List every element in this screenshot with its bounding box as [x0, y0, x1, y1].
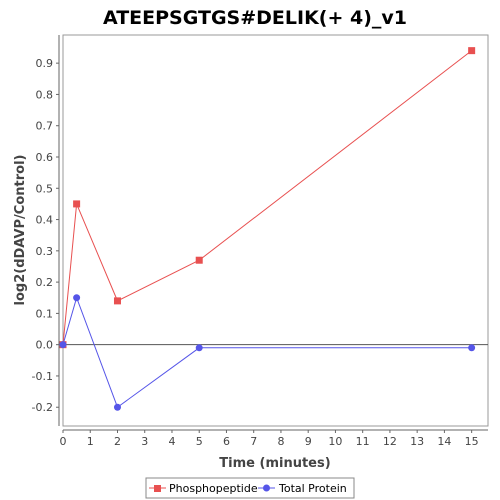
y-tick-label: -0.2 [32, 401, 53, 414]
x-tick-label: 12 [383, 435, 397, 448]
x-tick-label: 0 [60, 435, 67, 448]
data-point-series-1 [468, 344, 476, 352]
data-point-series-0 [73, 200, 81, 208]
y-tick-label: 0.4 [36, 214, 54, 227]
y-tick-label: 0.7 [36, 120, 54, 133]
legend-marker-phosphopeptide [154, 485, 161, 492]
data-point-series-0 [113, 297, 121, 305]
y-tick-label: 0.2 [36, 276, 54, 289]
x-ticks: 0 1 2 3 4 5 6 7 8 9 10 11 12 13 14 15 [60, 430, 479, 448]
y-axis-label: log2(dDAVP/Control) [13, 155, 28, 306]
y-tick-label: 0.8 [36, 88, 54, 101]
legend-label-phosphopeptide: Phosphopeptide [169, 482, 258, 495]
x-tick-label: 5 [196, 435, 203, 448]
y-tick-label: 0.1 [36, 307, 54, 320]
y-tick-label: 0.9 [36, 57, 54, 70]
data-point-series-1 [113, 403, 121, 411]
x-tick-label: 2 [114, 435, 121, 448]
x-axis-label: Time (minutes) [219, 456, 330, 471]
data-point-series-0 [195, 256, 203, 264]
data-point-series-1 [73, 294, 81, 302]
y-tick-label: 0.6 [36, 151, 54, 164]
x-tick-label: 1 [87, 435, 94, 448]
legend-marker-total-protein [263, 484, 270, 492]
x-tick-label: 3 [141, 435, 148, 448]
x-tick-label: 6 [223, 435, 230, 448]
x-tick-label: 13 [410, 435, 424, 448]
x-tick-label: 11 [356, 435, 370, 448]
chart-title: ATEEPSGTGS#DELIK(+ 4)_v1 [103, 7, 407, 29]
y-tick-label: -0.1 [32, 370, 53, 383]
series-layer [59, 47, 476, 411]
legend-box [145, 477, 355, 499]
data-point-series-0 [468, 47, 476, 55]
legend-label-total-protein: Total Protein [278, 482, 347, 495]
y-tick-label: 0.3 [36, 245, 54, 258]
data-point-series-1 [59, 341, 67, 349]
x-tick-label: 4 [168, 435, 175, 448]
x-tick-label: 9 [305, 435, 312, 448]
data-point-series-1 [195, 344, 203, 352]
x-tick-label: 15 [465, 435, 479, 448]
x-tick-label: 8 [277, 435, 284, 448]
y-tick-label: 0.0 [36, 339, 54, 352]
legend: Phosphopeptide Total Protein [145, 477, 355, 499]
x-tick-label: 7 [250, 435, 257, 448]
y-ticks: -0.2 -0.1 0.0 0.1 0.2 0.3 0.4 0.5 0.6 0.7 0.8 0.9 [32, 57, 59, 414]
x-tick-label: 14 [437, 435, 451, 448]
plot-area [62, 34, 489, 427]
y-tick-label: 0.5 [36, 182, 54, 195]
x-tick-label: 10 [328, 435, 342, 448]
